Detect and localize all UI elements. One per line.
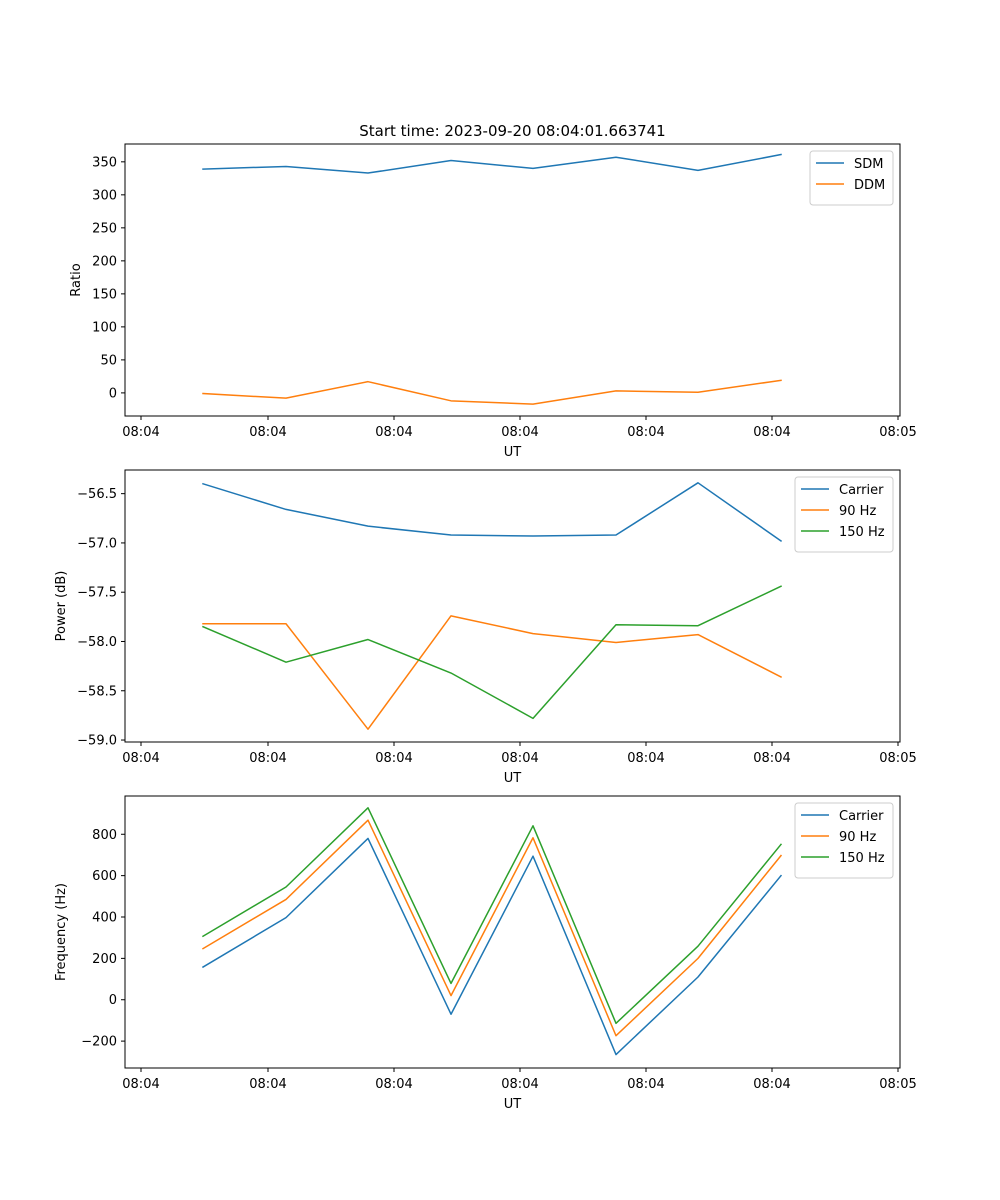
legend-label: DDM	[854, 178, 885, 193]
x-axis-label: UT	[504, 771, 522, 786]
y-tick-label: −57.0	[77, 536, 117, 551]
legend-label: Carrier	[839, 483, 884, 498]
chart-panel-3: 08:04 08:04 08:04 08:04 08:04 08:04 08:05 UT −20…	[54, 795, 917, 1112]
y-tick-label: 800	[92, 828, 117, 843]
series-line-90-hz	[202, 615, 783, 730]
x-tick-label: 08:04	[753, 751, 790, 766]
y-tick-label: 300	[92, 188, 117, 203]
y-axis-label: Power (dB)	[54, 571, 69, 642]
x-tick-label: 08:04	[249, 425, 286, 440]
x-tick-label: 08:05	[879, 425, 916, 440]
x-tick-label: 08:05	[879, 751, 916, 766]
x-tick-label: 08:04	[375, 425, 412, 440]
plot-frame	[124, 143, 901, 417]
plot-frame	[124, 795, 901, 1069]
legend: Carrier 90 Hz 150 Hz	[794, 476, 894, 553]
legend-label: Carrier	[839, 809, 884, 824]
y-tick-label: 600	[92, 869, 117, 884]
x-tick-label: 08:04	[501, 751, 538, 766]
y-tick-label: −200	[81, 1035, 117, 1050]
y-tick-label: 100	[92, 320, 117, 335]
y-tick-label: −56.5	[77, 487, 117, 502]
x-tick-label: 08:04	[627, 1077, 664, 1092]
series-line-90-hz	[201, 819, 783, 1037]
chart-panel-1: Start time: 2023-09-20 08:04:01.663741 08…	[69, 122, 917, 460]
x-tick-label: 08:04	[375, 751, 412, 766]
x-tick-label: 08:04	[122, 1077, 159, 1092]
x-tick-label: 08:04	[627, 751, 664, 766]
series-line-ddm	[202, 379, 782, 405]
chart-panel-2: 08:04 08:04 08:04 08:04 08:04 08:04 08:05 UT −59…	[54, 469, 917, 786]
y-tick-label: 150	[92, 287, 117, 302]
x-tick-label: 08:05	[879, 1077, 916, 1092]
y-tick-label: 200	[92, 952, 117, 967]
series-line-sdm	[202, 153, 782, 174]
y-tick-label: −57.5	[77, 586, 117, 601]
x-tick-label: 08:04	[753, 425, 790, 440]
series-line-carrier	[201, 837, 783, 1056]
y-axis-label: Frequency (Hz)	[54, 883, 69, 981]
x-tick-label: 08:04	[122, 751, 159, 766]
series-line-150-hz	[201, 807, 783, 1025]
y-tick-label: 350	[92, 155, 117, 170]
legend-label: 90 Hz	[839, 504, 876, 519]
legend: SDM DDM	[809, 150, 894, 206]
y-tick-label: 0	[109, 993, 117, 1008]
y-tick-label: −58.0	[77, 635, 117, 650]
legend-label: 90 Hz	[839, 830, 876, 845]
y-tick-label: −58.5	[77, 684, 117, 699]
x-axis-label: UT	[504, 445, 522, 460]
y-axis-label: Ratio	[69, 263, 84, 296]
x-tick-label: 08:04	[249, 751, 286, 766]
y-tick-label: −59.0	[77, 734, 117, 749]
y-tick-label: 50	[100, 353, 117, 368]
x-tick-label: 08:04	[122, 425, 159, 440]
plot-frame	[124, 469, 901, 743]
series-line-carrier	[202, 482, 783, 543]
series-line-150-hz	[202, 585, 782, 720]
x-tick-label: 08:04	[627, 425, 664, 440]
x-tick-label: 08:04	[375, 1077, 412, 1092]
legend-frame	[794, 476, 894, 553]
legend: Carrier 90 Hz 150 Hz	[794, 802, 894, 879]
y-tick-label: 0	[109, 386, 117, 401]
y-tick-label: 400	[92, 911, 117, 926]
x-tick-label: 08:04	[501, 425, 538, 440]
x-tick-label: 08:04	[501, 1077, 538, 1092]
legend-frame	[794, 802, 894, 879]
y-tick-label: 200	[92, 254, 117, 269]
legend-label: 150 Hz	[839, 851, 885, 866]
legend-label: SDM	[854, 157, 883, 172]
legend-frame	[809, 150, 894, 206]
y-tick-label: 250	[92, 221, 117, 236]
chart-title: Start time: 2023-09-20 08:04:01.663741	[359, 122, 665, 140]
x-tick-label: 08:04	[249, 1077, 286, 1092]
x-axis-label: UT	[504, 1097, 522, 1112]
x-tick-label: 08:04	[753, 1077, 790, 1092]
legend-label: 150 Hz	[839, 525, 885, 540]
